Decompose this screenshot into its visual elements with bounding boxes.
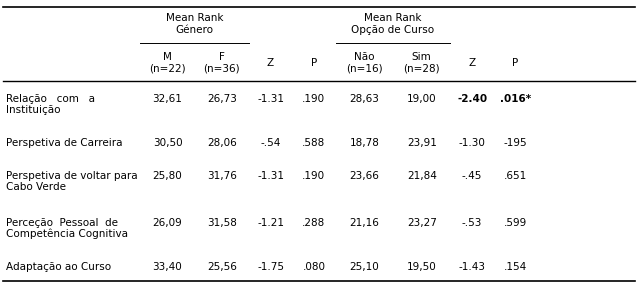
- Text: -195: -195: [503, 138, 528, 148]
- Text: 23,91: 23,91: [407, 138, 436, 148]
- Text: 23,27: 23,27: [407, 218, 436, 228]
- Text: 28,06: 28,06: [207, 138, 237, 148]
- Text: 33,40: 33,40: [152, 262, 182, 272]
- Text: Z: Z: [468, 58, 476, 68]
- Text: 19,00: 19,00: [407, 94, 436, 104]
- Text: .190: .190: [302, 94, 325, 104]
- Text: .016*: .016*: [500, 94, 531, 104]
- Text: -.45: -.45: [462, 171, 482, 181]
- Text: 25,10: 25,10: [350, 262, 379, 272]
- Text: Não
(n=16): Não (n=16): [346, 52, 383, 73]
- Text: Perspetiva de voltar para: Perspetiva de voltar para: [6, 171, 137, 181]
- Text: Perspetiva de Carreira: Perspetiva de Carreira: [6, 138, 122, 148]
- Text: .190: .190: [302, 171, 325, 181]
- Text: .080: .080: [302, 262, 325, 272]
- Text: Perceção  Pessoal  de: Perceção Pessoal de: [6, 218, 118, 228]
- Text: 18,78: 18,78: [350, 138, 379, 148]
- Text: -1.43: -1.43: [459, 262, 486, 272]
- Text: 23,66: 23,66: [350, 171, 379, 181]
- Text: -2.40: -2.40: [457, 94, 487, 104]
- Text: -.54: -.54: [260, 138, 281, 148]
- Text: -1.31: -1.31: [257, 94, 284, 104]
- Text: Cabo Verde: Cabo Verde: [6, 182, 66, 192]
- Text: 30,50: 30,50: [152, 138, 182, 148]
- Text: Sim
(n=28): Sim (n=28): [403, 52, 440, 73]
- Text: 31,76: 31,76: [207, 171, 237, 181]
- Text: 32,61: 32,61: [152, 94, 182, 104]
- Text: 31,58: 31,58: [207, 218, 237, 228]
- Text: 19,50: 19,50: [407, 262, 436, 272]
- Text: 26,09: 26,09: [152, 218, 182, 228]
- Text: .288: .288: [302, 218, 325, 228]
- Text: M
(n=22): M (n=22): [149, 52, 186, 73]
- Text: .154: .154: [504, 262, 527, 272]
- Text: 25,56: 25,56: [207, 262, 237, 272]
- Text: P: P: [512, 58, 519, 68]
- Text: Z: Z: [267, 58, 274, 68]
- Text: Mean Rank
Opção de Curso: Mean Rank Opção de Curso: [352, 13, 434, 35]
- Text: Relação   com   a: Relação com a: [6, 94, 94, 104]
- Text: 21,16: 21,16: [350, 218, 379, 228]
- Text: -.53: -.53: [462, 218, 482, 228]
- Text: 21,84: 21,84: [407, 171, 436, 181]
- Text: 26,73: 26,73: [207, 94, 237, 104]
- Text: -1.31: -1.31: [257, 171, 284, 181]
- Text: -1.21: -1.21: [257, 218, 284, 228]
- Text: P: P: [311, 58, 317, 68]
- Text: -1.75: -1.75: [257, 262, 284, 272]
- Text: .651: .651: [504, 171, 527, 181]
- Text: Adaptação ao Curso: Adaptação ao Curso: [6, 262, 111, 272]
- Text: Instituição: Instituição: [6, 105, 60, 115]
- Text: Mean Rank
Género: Mean Rank Género: [166, 13, 223, 35]
- Text: F
(n=36): F (n=36): [204, 52, 240, 73]
- Text: Competência Cognitiva: Competência Cognitiva: [6, 229, 128, 239]
- Text: .588: .588: [302, 138, 325, 148]
- Text: 25,80: 25,80: [152, 171, 182, 181]
- Text: -1.30: -1.30: [459, 138, 486, 148]
- Text: .599: .599: [504, 218, 527, 228]
- Text: 28,63: 28,63: [350, 94, 379, 104]
